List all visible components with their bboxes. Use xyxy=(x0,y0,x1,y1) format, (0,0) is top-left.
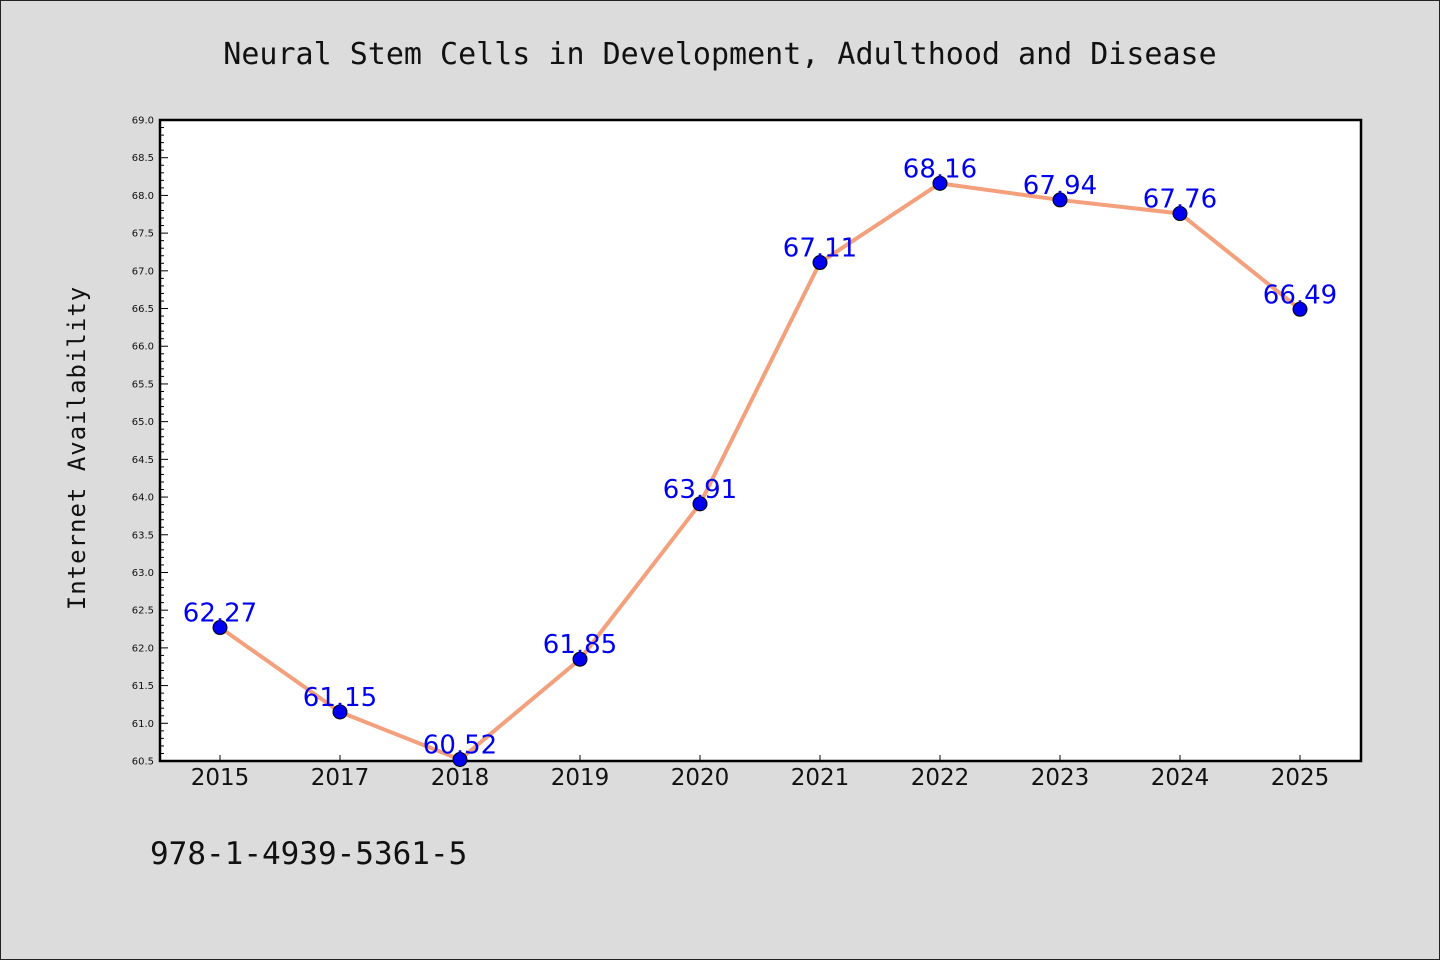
y-tick-label: 62.0 xyxy=(132,643,154,654)
isbn-text: 978-1-4939-5361-5 xyxy=(150,836,467,872)
y-tick-label: 64.0 xyxy=(132,493,154,504)
y-tick-label: 61.5 xyxy=(132,681,154,692)
x-tick-label: 2018 xyxy=(431,765,490,791)
y-tick-label: 65.5 xyxy=(132,379,154,390)
chart-title: Neural Stem Cells in Development, Adulth… xyxy=(223,37,1216,72)
data-point xyxy=(1052,192,1068,208)
y-tick-label: 60.5 xyxy=(132,757,154,768)
x-tick-label: 2020 xyxy=(671,765,730,791)
data-label: 60.52 xyxy=(423,730,497,760)
data-label: 66.49 xyxy=(1263,280,1337,310)
data-markers xyxy=(212,175,1308,767)
data-labels: 62.27 61.15 60.52 61.85 63.91 67.11 68.16 67.94… xyxy=(183,154,1337,760)
y-axis-label: Internet Availability xyxy=(63,286,91,610)
y-tick-label: 63.5 xyxy=(132,530,154,541)
x-tick-label: 2017 xyxy=(311,765,370,791)
plot-area xyxy=(158,118,1363,763)
data-point xyxy=(1292,301,1308,317)
data-label: 62.27 xyxy=(183,599,257,629)
data-point xyxy=(452,751,468,767)
series-line xyxy=(218,181,1302,762)
data-label: 67.94 xyxy=(1023,171,1097,201)
y-tick-label: 68.5 xyxy=(132,153,154,164)
data-label: 68.16 xyxy=(903,154,977,184)
x-tick-label: 2025 xyxy=(1271,765,1330,791)
y-tick-label: 67.0 xyxy=(132,266,154,277)
data-label: 61.15 xyxy=(303,683,377,713)
data-point xyxy=(812,255,828,271)
y-axis-ticks: 60.5 61.0 61.5 62.0 62.5 63.0 63.5 64.0 64.5 65.0… xyxy=(132,116,168,768)
data-label: 61.85 xyxy=(543,630,617,660)
y-tick-label: 62.5 xyxy=(132,606,154,617)
x-tick-label: 2024 xyxy=(1151,765,1210,791)
y-tick-label: 67.5 xyxy=(132,229,154,240)
y-tick-label: 64.5 xyxy=(132,455,154,466)
data-label: 67.76 xyxy=(1143,185,1217,215)
y-tick-label: 66.0 xyxy=(132,342,154,353)
x-axis-ticks: 2015 2017 2018 2019 2020 2021 2022 2023 2024 2025 xyxy=(191,755,1330,791)
y-tick-label: 65.0 xyxy=(132,417,154,428)
x-tick-label: 2021 xyxy=(791,765,850,791)
x-tick-label: 2023 xyxy=(1031,765,1090,791)
data-point xyxy=(932,175,948,191)
data-point xyxy=(1172,206,1188,222)
data-label: 63.91 xyxy=(663,475,737,505)
data-point xyxy=(692,496,708,512)
x-tick-label: 2022 xyxy=(911,765,970,791)
data-point xyxy=(212,620,228,636)
data-point xyxy=(332,704,348,720)
y-tick-label: 68.0 xyxy=(132,191,154,202)
y-tick-label: 61.0 xyxy=(132,719,154,730)
x-tick-label: 2019 xyxy=(551,765,610,791)
data-point xyxy=(572,651,588,667)
y-tick-label: 63.0 xyxy=(132,568,154,579)
y-tick-label: 69.0 xyxy=(132,116,154,127)
x-tick-label: 2015 xyxy=(191,765,250,791)
y-tick-label: 66.5 xyxy=(132,304,154,315)
data-label: 67.11 xyxy=(783,234,857,264)
